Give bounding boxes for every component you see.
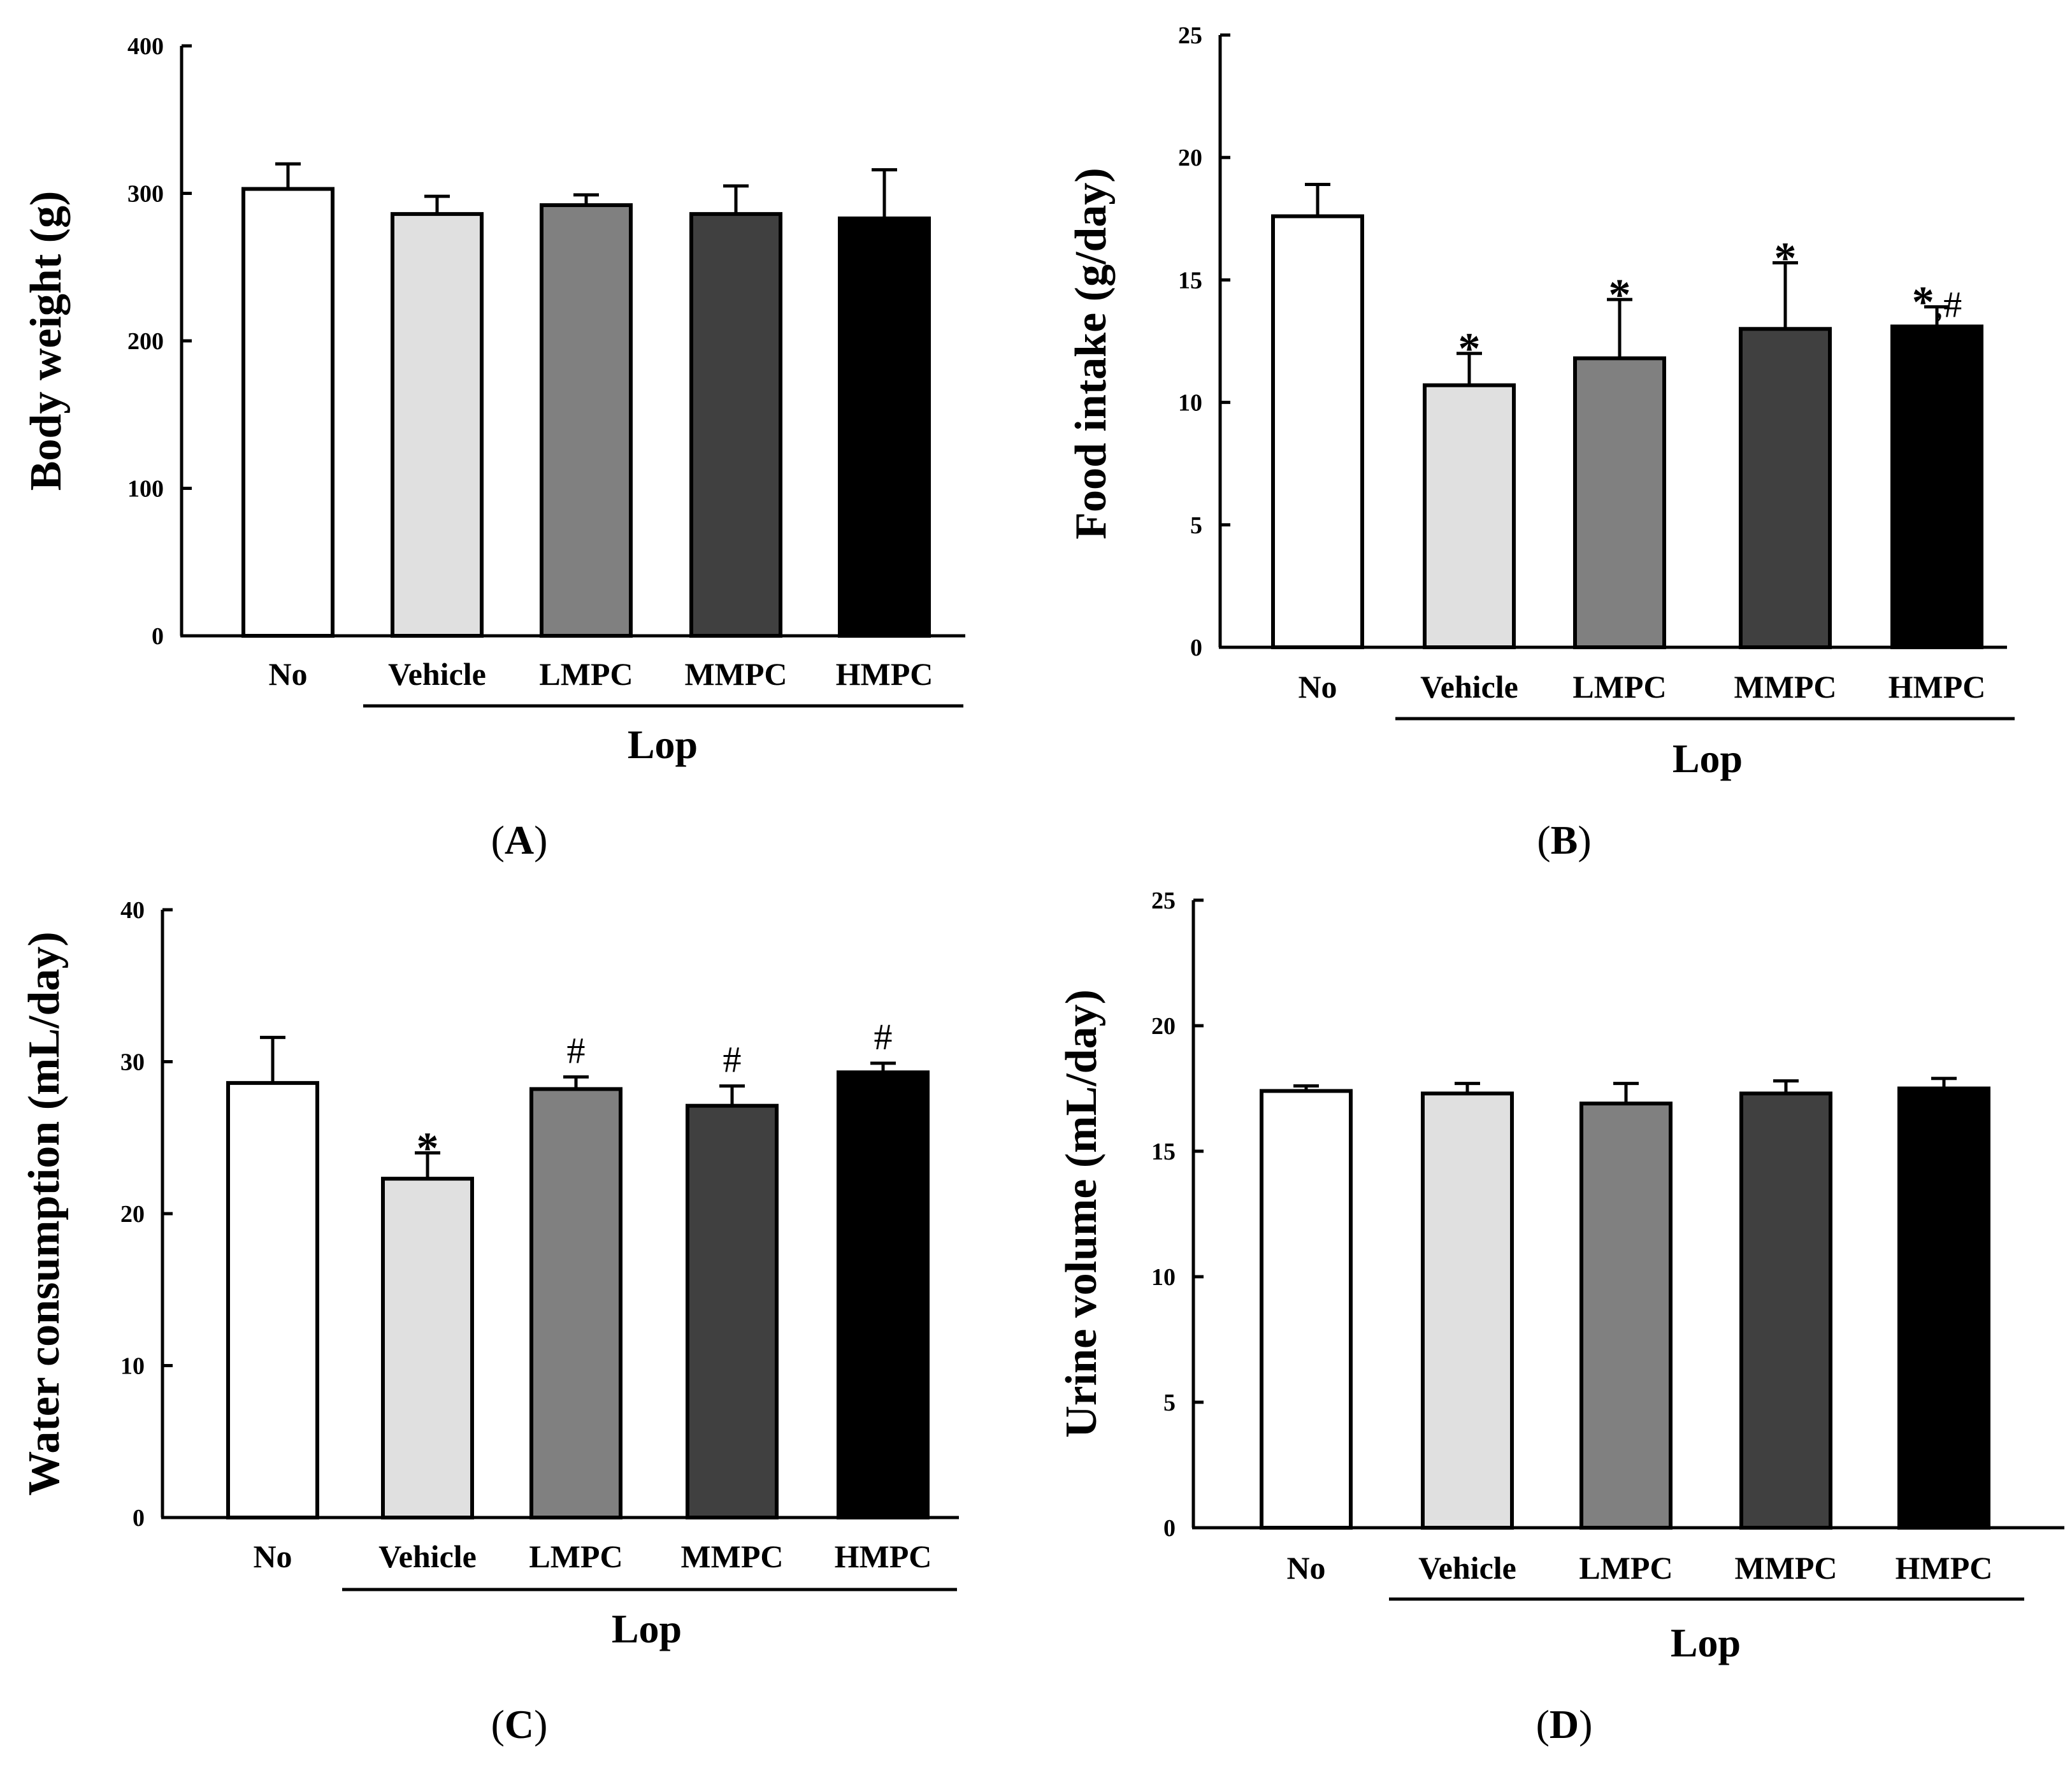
bar-lmpc: [529, 1087, 622, 1520]
y-tick-label: 10: [1151, 1264, 1176, 1291]
group-label: Lop: [1673, 736, 1743, 781]
bar-mmpc: [1739, 1091, 1832, 1530]
y-tick-label: 15: [1151, 1138, 1176, 1165]
y-tick-label: 5: [1190, 512, 1202, 539]
y-tick-label: 40: [120, 897, 145, 924]
bar-hmpc: [837, 1070, 930, 1519]
category-label: Vehicle: [1420, 669, 1518, 705]
bar-vehicle: [1421, 1091, 1514, 1530]
y-tick-label: 25: [1178, 22, 1202, 49]
y-axis-title: Body weight (g): [22, 191, 71, 491]
bar-vehicle: [381, 1177, 474, 1519]
significance-mark: *: [1609, 271, 1631, 320]
y-tick-label: 30: [120, 1049, 145, 1076]
bar-vehicle: [1423, 383, 1516, 650]
y-tick-label: 0: [133, 1505, 145, 1532]
bar-no: [241, 187, 335, 638]
chart-panel-c: 0 10 20 30 40 No Vehicle * LMPC # MMPC # HMPC # Lop Wat…: [20, 897, 959, 1747]
group-label: Lop: [628, 722, 698, 767]
y-tick-label: 10: [1178, 390, 1202, 417]
y-tick-label: 15: [1178, 267, 1202, 294]
category-label: Vehicle: [1418, 1550, 1516, 1586]
category-label: Vehicle: [388, 656, 486, 692]
significance-mark: *: [1458, 325, 1481, 374]
category-label: LMPC: [1579, 1550, 1673, 1586]
significance-mark: #: [723, 1039, 742, 1080]
y-tick-label: 20: [120, 1201, 145, 1228]
y-tick-label: 300: [127, 181, 164, 208]
category-label: LMPC: [529, 1539, 622, 1574]
panel-label: (A): [491, 817, 548, 863]
y-tick-label: 10: [120, 1353, 145, 1380]
y-tick-label: 20: [1151, 1013, 1176, 1040]
bar-vehicle: [391, 212, 484, 638]
bar-lmpc: [1579, 1102, 1673, 1530]
panel-label: (C): [491, 1702, 548, 1747]
panel-label: (D): [1536, 1702, 1593, 1747]
category-label: LMPC: [1572, 669, 1666, 705]
category-label: MMPC: [680, 1539, 783, 1574]
category-label: No: [268, 656, 307, 692]
y-tick-label: 400: [127, 33, 164, 60]
significance-mark: *: [417, 1124, 439, 1174]
category-label: MMPC: [684, 656, 787, 692]
bar-mmpc: [686, 1103, 779, 1520]
bar-no: [1271, 214, 1364, 649]
y-tick-label: 5: [1163, 1389, 1176, 1416]
bar-no: [1260, 1089, 1353, 1530]
y-tick-label: 200: [127, 328, 164, 355]
chart-panel-b: 0 5 10 15 20 25 No Vehicle * LMPC * MMPC * HMPC *,# Lop…: [1067, 22, 2015, 863]
bar-mmpc: [1739, 327, 1832, 650]
category-label: MMPC: [1734, 669, 1836, 705]
category-label: HMPC: [1889, 669, 1986, 705]
category-label: MMPC: [1734, 1550, 1837, 1586]
category-label: LMPC: [539, 656, 633, 692]
bar-lmpc: [1573, 356, 1666, 650]
bar-hmpc: [1890, 324, 1983, 649]
bar-lmpc: [540, 203, 633, 638]
y-tick-label: 25: [1151, 887, 1176, 914]
group-label: Lop: [612, 1606, 682, 1651]
y-tick-label: 20: [1178, 145, 1202, 171]
category-label: HMPC: [1896, 1550, 1993, 1586]
bar-hmpc: [838, 216, 931, 638]
y-axis-title: Water consumption (mL/day): [20, 931, 69, 1495]
category-label: Vehicle: [378, 1539, 477, 1574]
chart-panel-a: 0 100 200 300 400 No Vehicle LMPC MMPC HMPC Lop Bod…: [22, 33, 965, 863]
y-tick-label: 0: [152, 623, 164, 650]
category-label: No: [1298, 669, 1337, 705]
significance-mark: *,#: [1912, 278, 1962, 327]
category-label: HMPC: [836, 656, 933, 692]
y-tick-label: 100: [127, 476, 164, 503]
panel-label: (B): [1537, 817, 1591, 863]
y-axis-title: Food intake (g/day): [1067, 168, 1116, 539]
category-label: No: [1286, 1550, 1325, 1586]
significance-mark: #: [874, 1016, 893, 1058]
chart-panel-d: 0 5 10 15 20 25 No Vehicle LMPC MMPC HMPC Lop Urine …: [1057, 887, 2064, 1747]
bar-mmpc: [689, 212, 782, 638]
significance-mark: *: [1774, 234, 1797, 283]
y-tick-label: 0: [1190, 635, 1202, 661]
category-label: HMPC: [835, 1539, 932, 1574]
y-axis-title: Urine volume (mL/day): [1057, 989, 1106, 1438]
bar-no: [226, 1080, 319, 1519]
group-label: Lop: [1671, 1620, 1741, 1665]
y-tick-label: 0: [1163, 1515, 1176, 1542]
bar-hmpc: [1897, 1086, 1990, 1530]
significance-mark: #: [567, 1030, 586, 1071]
category-label: No: [253, 1539, 292, 1574]
